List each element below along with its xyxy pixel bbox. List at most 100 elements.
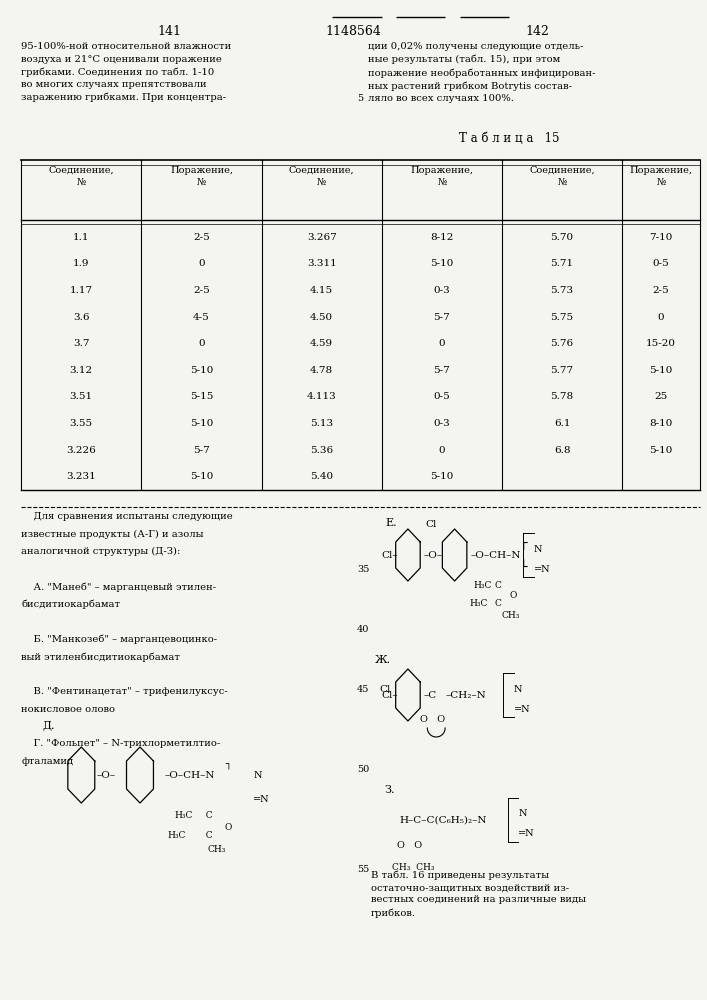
Text: 0-5: 0-5 bbox=[433, 392, 450, 401]
Text: –C: –C bbox=[423, 690, 437, 700]
Text: 55: 55 bbox=[357, 865, 369, 874]
Text: 4-5: 4-5 bbox=[193, 313, 210, 322]
Text: 5-10: 5-10 bbox=[189, 419, 214, 428]
Text: Cl: Cl bbox=[380, 685, 391, 694]
Text: 8-10: 8-10 bbox=[649, 419, 673, 428]
Text: 0-5: 0-5 bbox=[653, 259, 670, 268]
Text: O: O bbox=[225, 824, 232, 832]
Text: 3.267: 3.267 bbox=[307, 233, 337, 242]
Text: 1.9: 1.9 bbox=[73, 259, 90, 268]
Text: C: C bbox=[200, 810, 213, 820]
Text: 0-3: 0-3 bbox=[433, 419, 450, 428]
Text: фталамид: фталамид bbox=[21, 757, 74, 766]
Text: 35: 35 bbox=[357, 565, 370, 574]
Text: 4.50: 4.50 bbox=[310, 313, 333, 322]
Text: 0: 0 bbox=[198, 259, 205, 268]
Text: Т а б л и ц а   15: Т а б л и ц а 15 bbox=[459, 132, 559, 145]
Text: 5.70: 5.70 bbox=[551, 233, 573, 242]
Text: 1.17: 1.17 bbox=[70, 286, 93, 295]
Text: вый этиленбисдитиокарбамат: вый этиленбисдитиокарбамат bbox=[21, 652, 180, 662]
Text: –O–: –O– bbox=[423, 550, 443, 560]
Text: 40: 40 bbox=[357, 625, 370, 634]
Text: H–C–C(C₆H₅)₂–N: H–C–C(C₆H₅)₂–N bbox=[399, 816, 487, 824]
Text: Поражение,
№: Поражение, № bbox=[170, 166, 233, 187]
Text: H₃C: H₃C bbox=[469, 598, 488, 607]
Text: 50: 50 bbox=[357, 765, 369, 774]
Text: З.: З. bbox=[384, 785, 395, 795]
Text: CH₃: CH₃ bbox=[502, 610, 520, 619]
Text: CH₃: CH₃ bbox=[207, 845, 226, 854]
Text: 3.7: 3.7 bbox=[73, 339, 90, 348]
Text: 5.13: 5.13 bbox=[310, 419, 333, 428]
Text: └: └ bbox=[520, 560, 527, 574]
Text: Для сравнения испытаны следующие: Для сравнения испытаны следующие bbox=[21, 512, 233, 521]
Text: C: C bbox=[495, 580, 502, 589]
Text: 6.8: 6.8 bbox=[554, 446, 571, 455]
Text: Е.: Е. bbox=[385, 518, 397, 528]
Text: 5.40: 5.40 bbox=[310, 472, 333, 481]
Text: 5.71: 5.71 bbox=[551, 259, 573, 268]
Text: 3.226: 3.226 bbox=[66, 446, 96, 455]
Text: Поражение,
№: Поражение, № bbox=[629, 166, 693, 187]
Text: =N: =N bbox=[518, 830, 535, 838]
Text: 15-20: 15-20 bbox=[646, 339, 676, 348]
Text: 0: 0 bbox=[438, 446, 445, 455]
Text: 5.36: 5.36 bbox=[310, 446, 333, 455]
Text: 5-10: 5-10 bbox=[430, 259, 454, 268]
Text: 2-5: 2-5 bbox=[653, 286, 670, 295]
Text: Г. "Фольпет" – N-трихлорметилтио-: Г. "Фольпет" – N-трихлорметилтио- bbox=[21, 740, 221, 748]
Text: O   O: O O bbox=[420, 716, 445, 724]
Text: Ж.: Ж. bbox=[375, 655, 391, 665]
Text: 141: 141 bbox=[158, 25, 182, 38]
Text: N: N bbox=[534, 544, 542, 554]
Text: O   O: O O bbox=[397, 840, 423, 850]
Text: N: N bbox=[253, 770, 262, 780]
Text: 5.73: 5.73 bbox=[551, 286, 573, 295]
Text: Cl–: Cl– bbox=[382, 690, 399, 700]
Text: 5-10: 5-10 bbox=[189, 366, 214, 375]
Text: В. "Фентинацетат" – трифенилуксус-: В. "Фентинацетат" – трифенилуксус- bbox=[21, 687, 228, 696]
Text: 5-10: 5-10 bbox=[649, 366, 673, 375]
Text: 0: 0 bbox=[438, 339, 445, 348]
Text: C: C bbox=[200, 830, 213, 840]
Text: 1.1: 1.1 bbox=[73, 233, 90, 242]
Text: –O–CH–N: –O–CH–N bbox=[470, 550, 520, 560]
Text: Соединение,
№: Соединение, № bbox=[289, 166, 354, 187]
Text: 3.55: 3.55 bbox=[70, 419, 93, 428]
Text: 4.78: 4.78 bbox=[310, 366, 333, 375]
Text: =N: =N bbox=[253, 796, 270, 804]
Text: 5-7: 5-7 bbox=[193, 446, 210, 455]
Text: В табл. 16 приведены результаты
остаточно-защитных воздействий из-
вестных соеди: В табл. 16 приведены результаты остаточн… bbox=[371, 870, 586, 918]
Text: H₃C: H₃C bbox=[473, 580, 491, 589]
Text: 6.1: 6.1 bbox=[554, 419, 571, 428]
Text: 5.76: 5.76 bbox=[551, 339, 573, 348]
Text: 5-10: 5-10 bbox=[430, 472, 454, 481]
Text: 7-10: 7-10 bbox=[649, 233, 673, 242]
Text: 5.75: 5.75 bbox=[551, 313, 573, 322]
Text: O: O bbox=[509, 590, 516, 599]
Text: 142: 142 bbox=[525, 25, 549, 38]
Text: 8-12: 8-12 bbox=[430, 233, 454, 242]
Text: 4.113: 4.113 bbox=[307, 392, 337, 401]
Text: 5: 5 bbox=[357, 94, 363, 103]
Text: C: C bbox=[495, 598, 502, 607]
Text: нокисловое олово: нокисловое олово bbox=[21, 704, 115, 714]
Text: 25: 25 bbox=[655, 392, 667, 401]
Text: –O–CH–N: –O–CH–N bbox=[165, 770, 215, 780]
Text: 0: 0 bbox=[198, 339, 205, 348]
Text: известные продукты (А-Г) и азолы: известные продукты (А-Г) и азолы bbox=[21, 530, 204, 539]
Text: Cl–: Cl– bbox=[382, 550, 399, 560]
Text: ┌: ┌ bbox=[520, 536, 527, 550]
Text: 5-7: 5-7 bbox=[433, 366, 450, 375]
Text: 5.78: 5.78 bbox=[551, 392, 573, 401]
Text: Соединение,
№: Соединение, № bbox=[530, 166, 595, 187]
Text: А. "Манеб" – марганцевый этилен-: А. "Манеб" – марганцевый этилен- bbox=[21, 582, 216, 591]
Text: 1148564: 1148564 bbox=[325, 25, 382, 38]
Text: 5-7: 5-7 bbox=[433, 313, 450, 322]
Text: ции 0,02% получены следующие отдель-
ные результаты (табл. 15), при этом
поражен: ции 0,02% получены следующие отдель- ные… bbox=[368, 42, 595, 103]
Text: 3.6: 3.6 bbox=[73, 313, 90, 322]
Text: 5.77: 5.77 bbox=[551, 366, 573, 375]
Text: CH₃  CH₃: CH₃ CH₃ bbox=[392, 863, 435, 872]
Text: ┐: ┐ bbox=[226, 760, 231, 770]
Text: 5-10: 5-10 bbox=[649, 446, 673, 455]
